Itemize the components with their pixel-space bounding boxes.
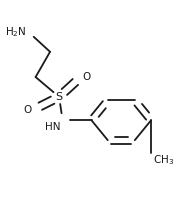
Text: S: S (55, 92, 63, 102)
Text: H$_2$N: H$_2$N (5, 25, 27, 39)
Text: HN: HN (45, 122, 61, 132)
Text: O: O (24, 104, 32, 115)
Text: CH$_3$: CH$_3$ (153, 153, 174, 167)
Text: O: O (83, 72, 91, 82)
